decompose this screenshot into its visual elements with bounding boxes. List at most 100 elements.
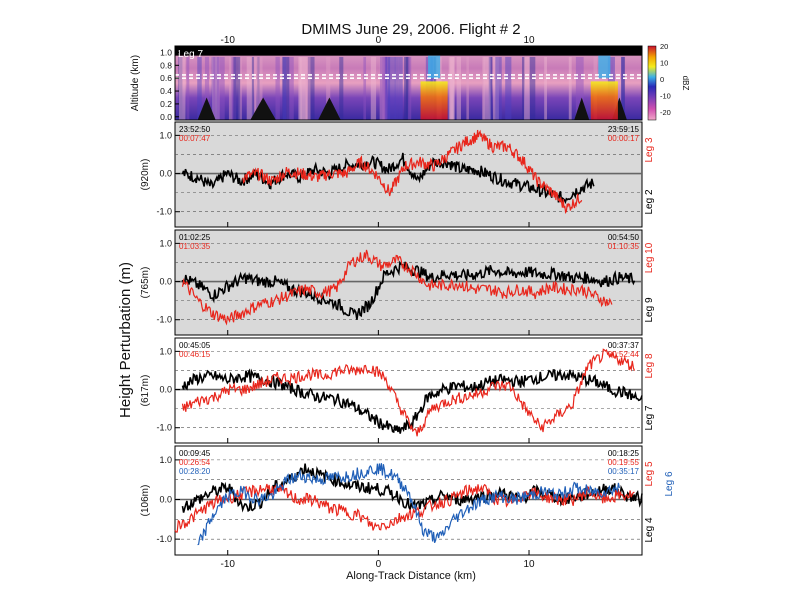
x-tick-label: 10 <box>523 559 535 570</box>
radar-reflectivity-field <box>175 46 642 120</box>
panel-altitude-label: (765m) <box>140 267 151 299</box>
radar-echo-streak <box>450 56 455 120</box>
leg-label-colored: Leg 10 <box>644 242 655 273</box>
radar-echo-streak <box>379 56 387 120</box>
radar-echo-streak <box>275 56 280 120</box>
radar-y-tick-label: 0.2 <box>160 99 172 109</box>
leg-end-time: 00:18:25 <box>608 449 640 458</box>
radar-frame <box>174 45 643 121</box>
radar-echo-streak <box>286 56 294 120</box>
leg-label-black: Leg 9 <box>644 297 655 322</box>
radar-convective-core <box>420 81 448 120</box>
leg-start-time: 00:45:05 <box>179 341 211 350</box>
radar-y-label: Altitude (km) <box>130 55 141 111</box>
radar-no-echo-gap <box>574 97 590 120</box>
radar-echo-streak <box>251 56 254 120</box>
radar-echo-streak <box>483 56 491 120</box>
leg-label-colored: Leg 3 <box>644 137 655 162</box>
radar-echo-streak <box>621 56 626 120</box>
colorbar-tick-label: 0 <box>660 75 664 84</box>
radar-echo-streak <box>204 56 210 120</box>
radar-echo-streak <box>211 56 219 120</box>
leg-start-time: 00:46:15 <box>179 350 211 359</box>
series-trace-leg-6 <box>197 463 620 546</box>
y-tick-label: 0.0 <box>159 277 172 287</box>
radar-echo-streak <box>505 56 512 120</box>
leg-start-time: 00:28:20 <box>179 467 211 476</box>
leg-start-time: 00:26:54 <box>179 458 211 467</box>
leg-start-time: 01:02:25 <box>179 233 211 242</box>
radar-echo-streak <box>466 56 469 120</box>
radar-echo-streak <box>246 56 254 120</box>
leg-end-time: 00:35:17 <box>608 467 640 476</box>
series-trace-leg-10 <box>181 249 613 326</box>
radar-echo-streak <box>213 56 216 120</box>
radar-echo-streak <box>621 56 625 120</box>
radar-echo-streak <box>385 56 391 120</box>
radar-no-echo-gap <box>318 97 341 120</box>
radar-echo-streak <box>254 56 263 120</box>
radar-echo-streak <box>228 56 233 120</box>
y-tick-label: 1.0 <box>159 455 172 465</box>
radar-echo-streak <box>381 56 388 120</box>
radar-echo-streak <box>407 56 412 120</box>
radar-echo-streak <box>394 56 399 120</box>
radar-echo-streak <box>568 56 572 120</box>
y-tick-label: 0.0 <box>159 385 172 395</box>
radar-echo-streak <box>305 56 311 120</box>
y-tick-label: -1.0 <box>156 423 172 433</box>
radar-core-top <box>428 55 441 79</box>
radar-echo-streak <box>449 56 455 120</box>
leg-start-time: 00:09:45 <box>179 449 211 458</box>
radar-echo-streak <box>231 56 237 120</box>
radar-echo-streak <box>488 56 492 120</box>
y-tick-label: 1.0 <box>159 238 172 248</box>
colorbar-label: dBZ <box>681 76 690 91</box>
leg-label-colored: Leg 8 <box>644 353 655 378</box>
radar-y-tick-label: 1.0 <box>160 47 172 57</box>
radar-y-tick-label: 0.4 <box>160 86 172 96</box>
radar-echo-streak <box>178 56 186 120</box>
colorbar-tick-label: -20 <box>660 108 671 117</box>
radar-convective-core <box>590 81 618 120</box>
leg-end-time: 00:52:44 <box>608 350 640 359</box>
leg-label-black: Leg 4 <box>644 517 655 542</box>
radar-echo-streak <box>307 56 315 120</box>
radar-y-tick-label: 0.8 <box>160 60 172 70</box>
radar-echo-streak <box>488 56 493 120</box>
series-trace-leg-3 <box>242 129 583 214</box>
radar-echo-streak <box>495 56 502 120</box>
radar-echo-streak <box>339 56 344 120</box>
y-tick-label: -1.0 <box>156 534 172 544</box>
radar-echo-streak <box>404 56 410 120</box>
radar-echo-streak <box>524 56 530 120</box>
radar-echo-streak <box>383 56 387 120</box>
radar-echo-streak <box>233 56 241 120</box>
panel-background <box>174 121 643 228</box>
radar-echo-streak <box>326 56 331 120</box>
y-tick-label: -1.0 <box>156 315 172 325</box>
x-tick-label: 0 <box>376 559 382 570</box>
radar-upper-no-echo-band <box>175 46 642 56</box>
colorbar <box>647 45 657 121</box>
radar-echo-streak <box>448 56 454 120</box>
colorbar-tick-label: 20 <box>660 42 668 51</box>
panel-altitude-label: (920m) <box>140 159 151 191</box>
radar-echo-streak <box>186 56 190 120</box>
radar-y-tick-label: 0.6 <box>160 73 172 83</box>
top-x-tick-label: 10 <box>523 35 535 46</box>
leg-end-time: 00:19:55 <box>608 458 640 467</box>
radar-echo-streak <box>388 56 396 120</box>
radar-echo-streak <box>575 56 584 120</box>
top-x-tick-label: -10 <box>220 35 235 46</box>
leg-label-black: Leg 2 <box>644 189 655 214</box>
radar-no-echo-gap <box>197 97 216 120</box>
radar-echo-streak <box>282 56 287 120</box>
radar-echo-streak <box>385 56 388 120</box>
x-axis-label: Along-Track Distance (km) <box>346 570 476 582</box>
leg-label-colored: Leg 5 <box>644 461 655 486</box>
